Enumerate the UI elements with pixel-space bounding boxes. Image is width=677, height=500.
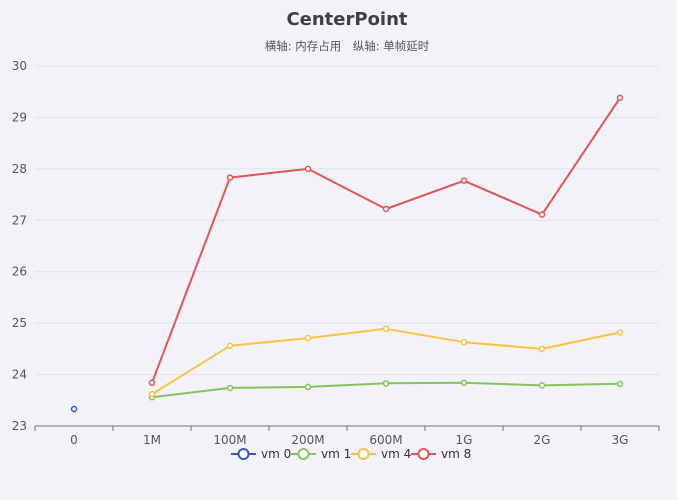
y-tick-label: 24: [12, 368, 27, 382]
series-vm-4: [148, 325, 624, 398]
data-point[interactable]: [304, 165, 312, 173]
data-point[interactable]: [304, 334, 312, 342]
legend-item-vm-1[interactable]: vm 1: [291, 447, 351, 461]
x-axis-labels: 0 1M 100M 200M 600M 1G 2G 3G: [70, 433, 628, 447]
legend-label: vm 0: [261, 447, 291, 461]
x-axis: [34, 425, 660, 431]
legend-label: vm 4: [381, 447, 411, 461]
data-point[interactable]: [616, 380, 624, 388]
x-tick-label: 100M: [213, 433, 246, 447]
legend-item-vm-0[interactable]: vm 0: [231, 447, 291, 461]
chart-title: CenterPoint: [286, 9, 407, 30]
data-point[interactable]: [460, 379, 468, 387]
data-point[interactable]: [226, 174, 234, 181]
data-point[interactable]: [460, 338, 468, 346]
data-point[interactable]: [616, 329, 624, 336]
series-group: [70, 94, 624, 413]
legend-marker-icon: [417, 448, 430, 460]
data-point[interactable]: [382, 380, 390, 387]
data-point[interactable]: [226, 384, 234, 392]
data-point[interactable]: [226, 342, 234, 350]
data-point[interactable]: [538, 345, 546, 353]
chart-subtitle: 横轴: 内存占用 纵轴: 单帧延时: [265, 39, 430, 53]
y-axis: 23 24 25 26 27 28 29 30: [12, 59, 27, 433]
data-point[interactable]: [382, 205, 390, 213]
legend-marker-icon: [237, 448, 250, 460]
y-tick-label: 25: [12, 316, 27, 330]
x-tick-label: 1M: [143, 433, 161, 447]
data-point[interactable]: [382, 325, 390, 333]
series-line-vm-8: [151, 97, 621, 384]
y-tick-label: 23: [12, 419, 27, 433]
series-vm-8: [148, 94, 624, 387]
x-tick-label: 600M: [369, 433, 402, 447]
y-tick-label: 30: [12, 59, 27, 73]
y-tick-label: 29: [12, 110, 27, 124]
data-point[interactable]: [304, 383, 312, 391]
legend-marker-icon: [297, 448, 310, 460]
x-tick-label: 1G: [456, 433, 473, 447]
data-point[interactable]: [70, 405, 78, 413]
data-point[interactable]: [538, 211, 546, 218]
series-vm-0: [70, 405, 78, 413]
legend[interactable]: vm 0 vm 1 vm 4 vm 8: [231, 447, 471, 461]
data-point[interactable]: [460, 177, 468, 184]
data-point[interactable]: [148, 379, 156, 387]
x-tick-label: 0: [70, 433, 78, 447]
legend-marker-icon: [357, 448, 370, 460]
x-tick-label: 2G: [534, 433, 551, 447]
x-tick-label: 3G: [612, 433, 629, 447]
data-point[interactable]: [538, 382, 546, 389]
grid: [35, 65, 659, 376]
legend-label: vm 1: [321, 447, 351, 461]
series-vm-1: [148, 379, 624, 401]
legend-item-vm-4[interactable]: vm 4: [351, 447, 411, 461]
legend-item-vm-8[interactable]: vm 8: [411, 447, 471, 461]
x-tick-label: 200M: [291, 433, 324, 447]
data-point[interactable]: [616, 94, 624, 102]
legend-label: vm 8: [441, 447, 471, 461]
y-tick-label: 28: [12, 162, 27, 176]
y-tick-label: 27: [12, 213, 27, 227]
y-tick-label: 26: [12, 265, 27, 279]
data-point[interactable]: [148, 390, 156, 398]
